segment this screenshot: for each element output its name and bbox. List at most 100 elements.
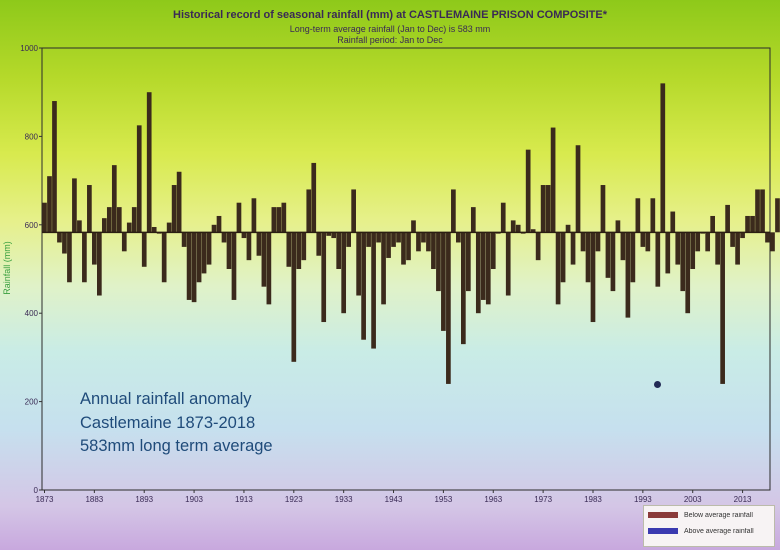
x-tick-label-1903: 1903 bbox=[185, 495, 203, 504]
x-tick-label-2003: 2003 bbox=[684, 495, 702, 504]
bar-2000 bbox=[675, 232, 681, 265]
bar-1951 bbox=[431, 232, 436, 269]
bar-1920 bbox=[276, 207, 282, 233]
bar-1983 bbox=[590, 232, 596, 323]
bar-1945 bbox=[401, 232, 406, 265]
bar-1993 bbox=[640, 232, 646, 247]
bar-1879 bbox=[72, 178, 77, 233]
bar-1992 bbox=[635, 198, 641, 233]
bar-1940 bbox=[376, 232, 381, 243]
bar-1975 bbox=[550, 127, 556, 233]
bar-1882 bbox=[87, 185, 92, 233]
bar-1942 bbox=[386, 232, 391, 258]
chart-legend: Below average rainfall Above average rai… bbox=[643, 505, 775, 547]
bar-2016 bbox=[755, 189, 760, 233]
bar-1961 bbox=[480, 232, 486, 300]
bar-1925 bbox=[301, 232, 307, 261]
legend-swatch-above bbox=[648, 528, 678, 535]
bar-2002 bbox=[685, 232, 691, 314]
bar-2017 bbox=[760, 189, 765, 233]
bar-1899 bbox=[171, 185, 177, 233]
x-tick-label-1973: 1973 bbox=[534, 495, 552, 504]
bar-1894 bbox=[146, 92, 152, 233]
bar-1873 bbox=[42, 202, 47, 233]
bar-1949 bbox=[421, 232, 426, 243]
bar-1995 bbox=[650, 198, 656, 233]
bar-1926 bbox=[306, 189, 312, 233]
bar-1955 bbox=[451, 189, 456, 233]
bar-1874 bbox=[47, 176, 52, 233]
bar-1921 bbox=[281, 202, 287, 233]
bar-1933 bbox=[341, 232, 347, 314]
bar-1880 bbox=[77, 220, 82, 233]
bar-1963 bbox=[490, 232, 496, 269]
bar-1950 bbox=[426, 232, 431, 252]
y-axis-label: Rainfall (mm) bbox=[2, 241, 12, 295]
x-tick-label-1873: 1873 bbox=[36, 495, 54, 504]
bar-2019 bbox=[770, 232, 775, 252]
legend-item-above: Above average rainfall bbox=[648, 528, 770, 542]
x-tick-label-1883: 1883 bbox=[85, 495, 103, 504]
bar-1906 bbox=[206, 232, 212, 265]
bar-1998 bbox=[665, 232, 671, 274]
y-tick-label-200: 200 bbox=[25, 398, 39, 407]
bar-1990 bbox=[625, 232, 631, 318]
bar-1895 bbox=[151, 227, 157, 233]
bar-1958 bbox=[465, 232, 471, 292]
bar-1982 bbox=[585, 232, 591, 283]
legend-label-below: Below average rainfall bbox=[684, 512, 753, 519]
bar-1972 bbox=[535, 232, 541, 261]
bar-2006 bbox=[705, 232, 711, 252]
bar-1935 bbox=[351, 189, 356, 233]
bar-1903 bbox=[191, 232, 197, 303]
annotation-line-3: 583mm long term average bbox=[80, 437, 273, 455]
chart-subtitle-average: Long-term average rainfall (Jan to Dec) … bbox=[289, 24, 491, 34]
bar-1948 bbox=[416, 232, 421, 252]
bar-1875 bbox=[52, 101, 57, 233]
x-tick-label-1983: 1983 bbox=[584, 495, 602, 504]
bar-2009 bbox=[720, 232, 725, 384]
bar-1932 bbox=[336, 232, 342, 269]
bar-1891 bbox=[131, 207, 137, 233]
bar-1914 bbox=[246, 232, 252, 261]
bar-1965 bbox=[500, 202, 506, 233]
bar-1977 bbox=[560, 232, 566, 283]
y-tick-label-1000: 1000 bbox=[20, 44, 38, 53]
bar-2010 bbox=[725, 204, 730, 233]
bar-2018 bbox=[765, 232, 770, 243]
bar-1904 bbox=[196, 232, 202, 283]
bar-1946 bbox=[406, 232, 411, 261]
annotation-line-1: Annual rainfall anomaly bbox=[80, 390, 252, 408]
bar-1883 bbox=[92, 232, 97, 265]
chart-title: Historical record of seasonal rainfall (… bbox=[173, 9, 607, 21]
bar-1918 bbox=[266, 232, 272, 305]
bar-2008 bbox=[715, 232, 720, 265]
bar-1909 bbox=[221, 232, 227, 243]
bar-2001 bbox=[680, 232, 686, 292]
bar-1930 bbox=[326, 232, 332, 236]
bar-1966 bbox=[505, 232, 511, 296]
bar-1928 bbox=[316, 232, 322, 256]
bar-1957 bbox=[461, 232, 466, 345]
bar-1897 bbox=[161, 232, 167, 283]
bar-1997 bbox=[660, 83, 666, 233]
x-tick-label-1923: 1923 bbox=[285, 495, 303, 504]
bar-1986 bbox=[605, 232, 611, 278]
bar-2020 bbox=[775, 198, 780, 233]
bar-1981 bbox=[580, 232, 586, 252]
bar-1974 bbox=[545, 185, 551, 233]
bar-2011 bbox=[730, 232, 735, 247]
bar-1877 bbox=[62, 232, 67, 254]
legend-label-above: Above average rainfall bbox=[684, 528, 754, 535]
bar-1900 bbox=[176, 171, 182, 233]
bar-1923 bbox=[291, 232, 297, 362]
bar-1954 bbox=[446, 232, 451, 384]
bar-1939 bbox=[371, 232, 376, 349]
bar-1953 bbox=[441, 232, 446, 331]
bar-1888 bbox=[116, 207, 122, 233]
bar-1901 bbox=[181, 232, 187, 247]
bar-2003 bbox=[690, 232, 696, 269]
bar-1979 bbox=[570, 232, 576, 265]
